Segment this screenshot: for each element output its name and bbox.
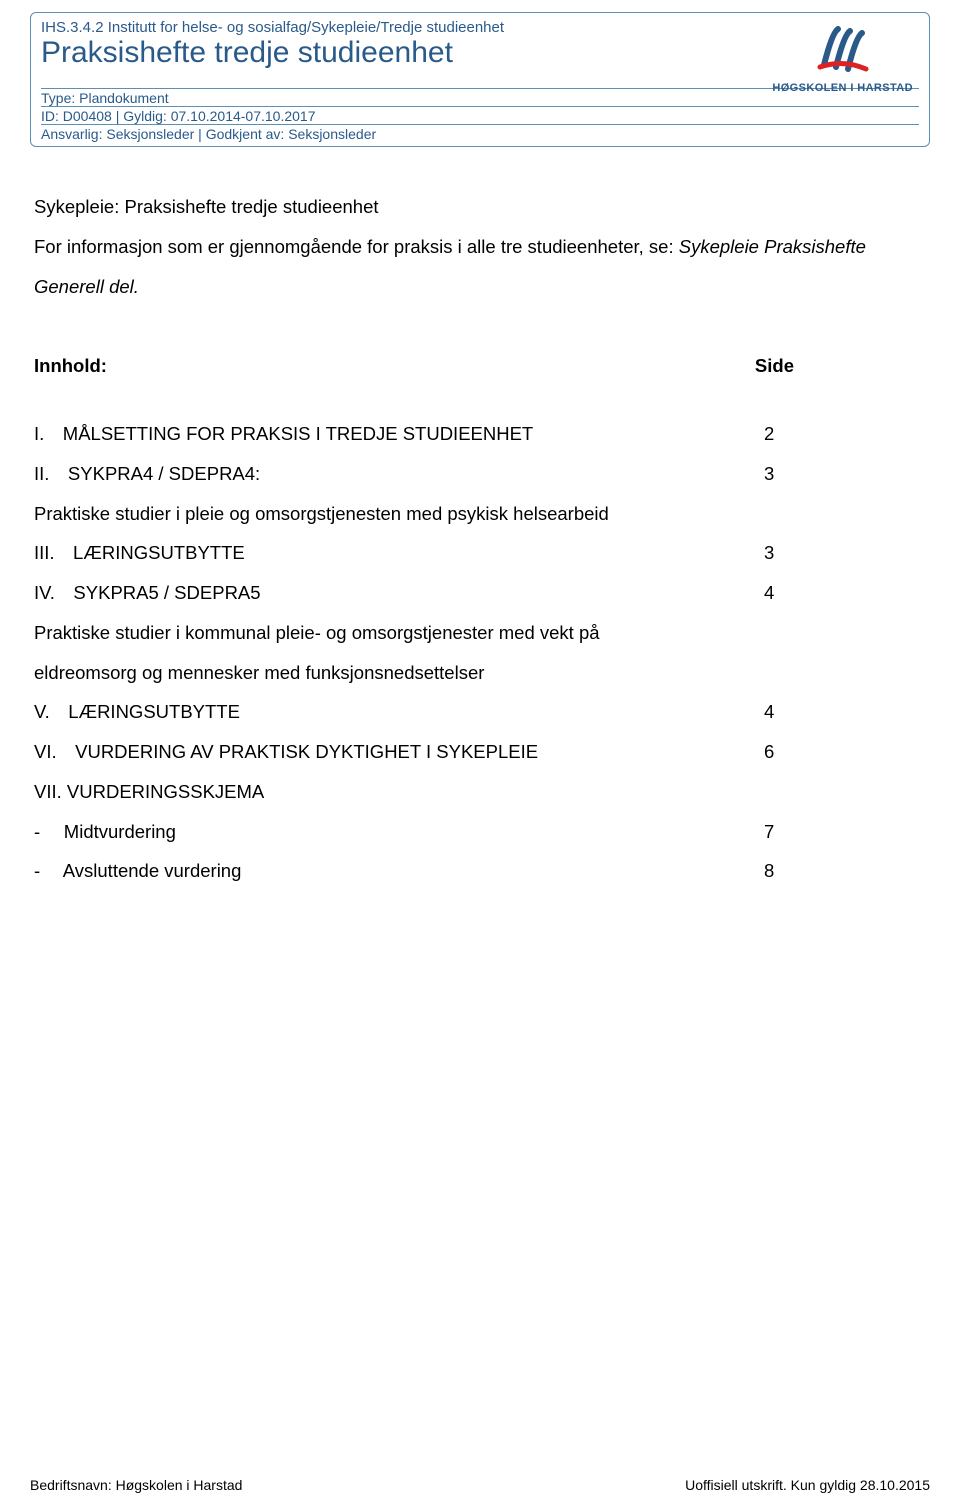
page-footer: Bedriftsnavn: Høgskolen i Harstad Uoffis… [30, 1477, 930, 1493]
toc-heading-right: Side [755, 346, 794, 386]
toc-page: 4 [754, 692, 794, 732]
toc-label: - Midtvurdering [34, 812, 754, 852]
logo-icon [808, 19, 878, 75]
doc-id-line: ID: D00408 | Gyldig: 07.10.2014-07.10.20… [41, 107, 919, 124]
toc-row: VII. VURDERINGSSKJEMA [34, 772, 794, 812]
toc-label: V. LÆRINGSUTBYTTE [34, 692, 754, 732]
toc-row: - Avsluttende vurdering 8 [34, 851, 794, 891]
toc-page: 3 [754, 533, 794, 573]
toc-row: Praktiske studier i pleie og omsorgstjen… [34, 494, 794, 534]
logo-label: HØGSKOLEN I HARSTAD [772, 82, 913, 94]
toc-page [754, 653, 794, 693]
toc-label: VI. VURDERING AV PRAKTISK DYKTIGHET I SY… [34, 732, 754, 772]
toc-heading: Innhold: Side [34, 346, 794, 386]
toc-label: eldreomsorg og mennesker med funksjonsne… [34, 653, 754, 693]
toc-page [754, 494, 794, 534]
toc-heading-left: Innhold: [34, 346, 107, 386]
toc-page [754, 772, 794, 812]
toc-row: I. MÅLSETTING FOR PRAKSIS I TREDJE STUDI… [34, 414, 794, 454]
intro-title: Sykepleie: Praksishefte tredje studieenh… [34, 187, 926, 227]
toc-row: Praktiske studier i kommunal pleie- og o… [34, 613, 794, 653]
toc-label: Praktiske studier i pleie og omsorgstjen… [34, 494, 754, 534]
toc-page: 7 [754, 812, 794, 852]
toc-row: IV. SYKPRA5 / SDEPRA5 4 [34, 573, 794, 613]
toc-row: III. LÆRINGSUTBYTTE 3 [34, 533, 794, 573]
toc-row: eldreomsorg og mennesker med funksjonsne… [34, 653, 794, 693]
document-header: IHS.3.4.2 Institutt for helse- og sosial… [30, 12, 930, 147]
intro-body: For informasjon som er gjennomgående for… [34, 227, 926, 307]
institution-logo: HØGSKOLEN I HARSTAD [772, 19, 913, 94]
toc-label: II. SYKPRA4 / SDEPRA4: [34, 454, 754, 494]
toc-page [754, 613, 794, 653]
table-of-contents: I. MÅLSETTING FOR PRAKSIS I TREDJE STUDI… [34, 414, 794, 891]
toc-label: VII. VURDERINGSSKJEMA [34, 772, 754, 812]
toc-row: V. LÆRINGSUTBYTTE 4 [34, 692, 794, 732]
toc-row: II. SYKPRA4 / SDEPRA4: 3 [34, 454, 794, 494]
doc-responsible-line: Ansvarlig: Seksjonsleder | Godkjent av: … [41, 125, 919, 142]
toc-row: VI. VURDERING AV PRAKTISK DYKTIGHET I SY… [34, 732, 794, 772]
footer-left: Bedriftsnavn: Høgskolen i Harstad [30, 1477, 242, 1493]
footer-right: Uoffisiell utskrift. Kun gyldig 28.10.20… [685, 1477, 930, 1493]
toc-label: Praktiske studier i kommunal pleie- og o… [34, 613, 754, 653]
toc-label: IV. SYKPRA5 / SDEPRA5 [34, 573, 754, 613]
toc-page: 6 [754, 732, 794, 772]
toc-row: - Midtvurdering 7 [34, 812, 794, 852]
toc-label: - Avsluttende vurdering [34, 851, 754, 891]
intro-prefix: For informasjon som er gjennomgående for… [34, 236, 679, 257]
toc-label: III. LÆRINGSUTBYTTE [34, 533, 754, 573]
toc-page: 4 [754, 573, 794, 613]
toc-label: I. MÅLSETTING FOR PRAKSIS I TREDJE STUDI… [34, 414, 754, 454]
toc-page: 2 [754, 414, 794, 454]
toc-page: 8 [754, 851, 794, 891]
document-body: Sykepleie: Praksishefte tredje studieenh… [30, 187, 930, 891]
toc-page: 3 [754, 454, 794, 494]
